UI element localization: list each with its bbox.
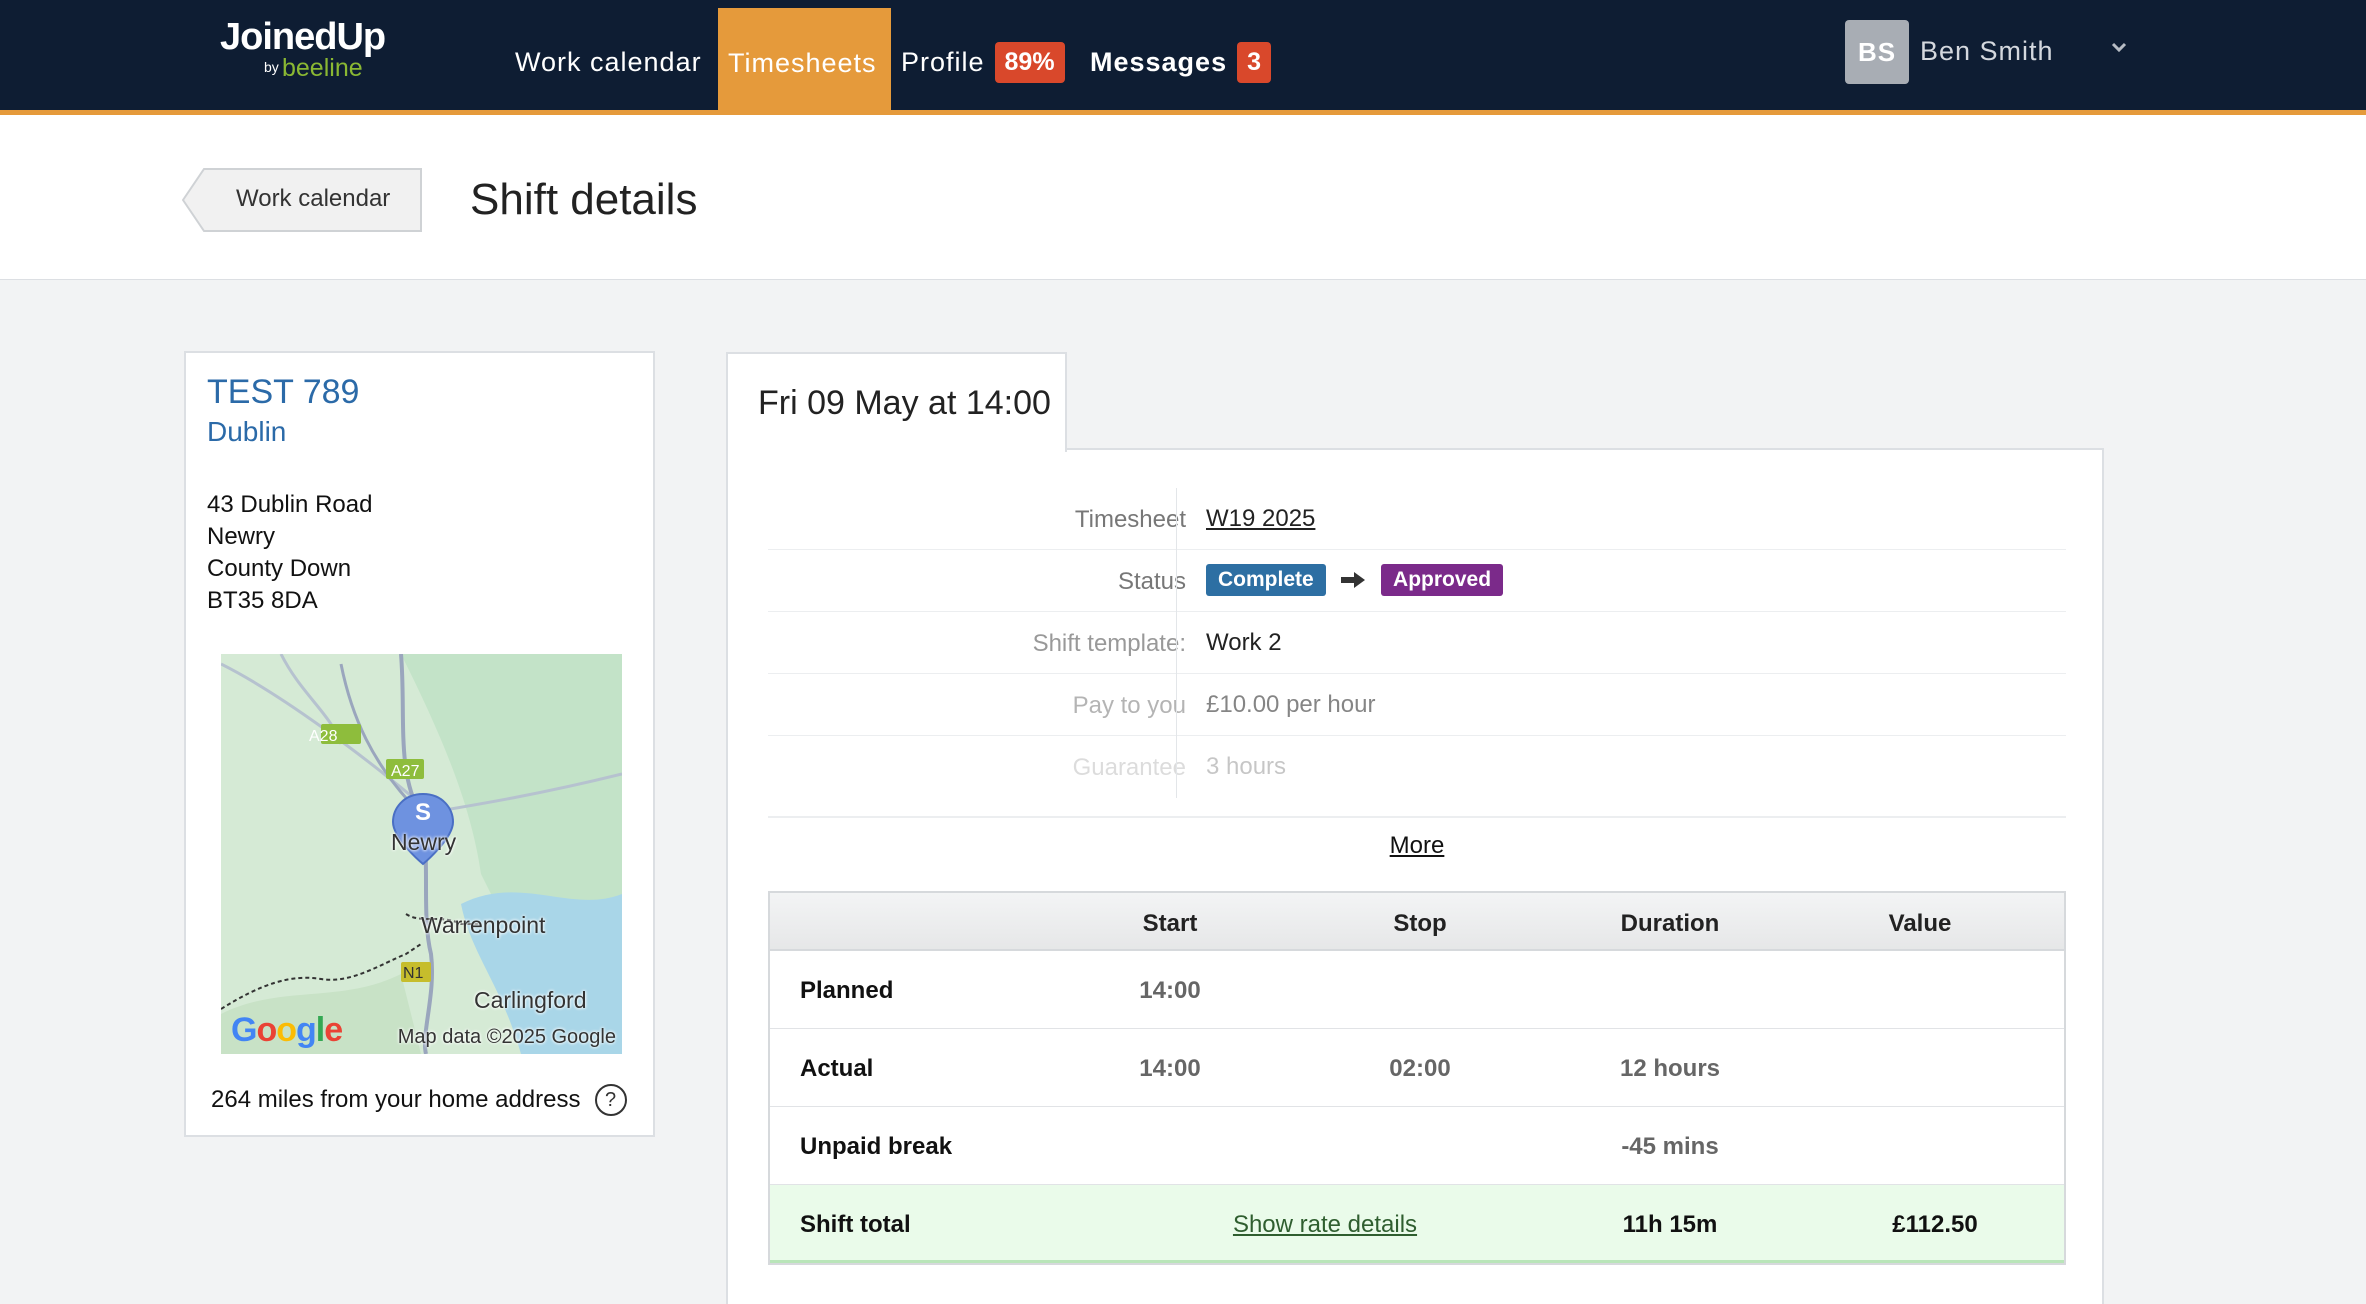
location-map[interactable]: A28 A27 N1 S Newry Warrenpoint Carlingfo… bbox=[221, 654, 622, 1054]
map-attribution: Map data ©2025 Google bbox=[397, 1026, 616, 1048]
shift-times-table: Start Stop Duration Value Planned 14:00 … bbox=[768, 891, 2066, 1265]
detail-divider bbox=[1176, 612, 1177, 674]
top-navbar: JoinedUp by beeline Work calendar Timesh… bbox=[0, 0, 2366, 115]
map-label-carlingford: Carlingford bbox=[474, 987, 587, 1013]
total-value: £112.50 bbox=[1892, 1211, 1978, 1238]
nav-messages-label: Messages bbox=[1090, 46, 1228, 77]
page-title: Shift details bbox=[470, 175, 698, 224]
row-label: Planned bbox=[800, 977, 894, 1004]
home-distance: 264 miles from your home address ? bbox=[211, 1084, 627, 1116]
back-to-work-calendar-button[interactable]: Work calendar bbox=[182, 168, 422, 232]
detail-value: Work 2 bbox=[1206, 629, 1282, 656]
cell-duration: 12 hours bbox=[1619, 1055, 1721, 1082]
nav-work-calendar[interactable]: Work calendar bbox=[505, 0, 712, 110]
joinedup-logo[interactable]: JoinedUp by beeline bbox=[220, 16, 400, 86]
column-header-start: Start bbox=[1142, 910, 1198, 937]
logo-text: JoinedUp bbox=[220, 16, 386, 58]
map-marker-letter: S bbox=[415, 799, 432, 826]
location-title: TEST 789 bbox=[207, 373, 360, 411]
row-label: Shift total bbox=[800, 1211, 911, 1238]
arrow-right-icon bbox=[1341, 571, 1366, 588]
more-details-link[interactable]: More bbox=[768, 816, 2066, 871]
shift-detail-list: Timesheet W19 2025 Status Complete Appro… bbox=[768, 488, 2066, 798]
user-name[interactable]: Ben Smith bbox=[1920, 36, 2054, 66]
detail-value: 3 hours bbox=[1206, 753, 1287, 780]
map-label-newry: Newry bbox=[391, 829, 457, 855]
table-row-actual: Actual 14:00 02:00 12 hours bbox=[770, 1029, 2064, 1107]
row-label: Unpaid break bbox=[800, 1133, 953, 1160]
page-header: Work calendar Shift details bbox=[0, 115, 2366, 280]
google-logo: Google bbox=[231, 1011, 343, 1049]
logo-sub-text: beeline bbox=[282, 54, 363, 82]
shift-date-label: Fri 09 May at 14:00 bbox=[758, 384, 1051, 422]
column-header-stop: Stop bbox=[1393, 910, 1447, 937]
detail-row-status: Status Complete Approved bbox=[768, 550, 2066, 612]
address-line: 43 Dublin Road bbox=[207, 491, 373, 518]
location-city: Dublin bbox=[207, 416, 287, 447]
map-label-warrenpoint: Warrenpoint bbox=[421, 912, 546, 938]
detail-value: £10.00 per hour bbox=[1206, 691, 1376, 718]
road-label: A28 bbox=[309, 728, 338, 745]
nav-work-calendar-label: Work calendar bbox=[515, 46, 702, 77]
table-row-shift-total: Shift total Show rate details 11h 15m £1… bbox=[770, 1185, 2064, 1263]
nav-messages[interactable]: Messages 3 bbox=[1080, 0, 1281, 110]
nav-timesheets[interactable]: Timesheets bbox=[718, 8, 891, 113]
status-complete-badge: Complete bbox=[1206, 564, 1326, 596]
table-row-planned: Planned 14:00 bbox=[770, 951, 2064, 1029]
address-line: Newry bbox=[207, 523, 276, 550]
user-avatar[interactable]: BS bbox=[1845, 20, 1909, 84]
home-distance-text: 264 miles from your home address bbox=[211, 1086, 581, 1113]
table-row-unpaid-break: Unpaid break -45 mins bbox=[770, 1107, 2064, 1185]
show-rate-details-link[interactable]: Show rate details bbox=[1232, 1211, 1418, 1238]
detail-label: Shift template: bbox=[1032, 630, 1186, 657]
location-address: 43 Dublin Road Newry County Down BT35 8D… bbox=[207, 489, 372, 617]
back-button-label: Work calendar bbox=[236, 185, 391, 212]
location-card: TEST 789 Dublin 43 Dublin Road Newry Cou… bbox=[184, 351, 655, 1137]
question-circle-icon[interactable]: ? bbox=[594, 1084, 627, 1116]
address-line: BT35 8DA bbox=[207, 587, 318, 614]
timesheet-link[interactable]: W19 2025 bbox=[1206, 505, 1316, 532]
detail-label: Guarantee bbox=[1072, 754, 1186, 781]
column-header-value: Value bbox=[1888, 910, 1952, 937]
profile-completion-badge: 89% bbox=[994, 41, 1065, 83]
shift-details-panel: Timesheet W19 2025 Status Complete Appro… bbox=[726, 448, 2104, 1304]
chevron-down-icon[interactable] bbox=[2108, 36, 2130, 58]
total-duration: 11h 15m bbox=[1622, 1211, 1718, 1238]
detail-label: Timesheet bbox=[1074, 506, 1186, 533]
map-graphic bbox=[221, 654, 622, 1054]
nav-profile-label: Profile bbox=[901, 46, 985, 77]
detail-divider bbox=[1176, 736, 1177, 798]
road-label: N1 bbox=[403, 965, 424, 982]
back-arrow-shape bbox=[182, 168, 422, 232]
detail-divider bbox=[1176, 550, 1177, 612]
cell-duration: -45 mins bbox=[1621, 1133, 1719, 1160]
detail-label: Pay to you bbox=[1072, 692, 1186, 719]
shift-date-tab[interactable]: Fri 09 May at 14:00 bbox=[726, 352, 1067, 452]
detail-label: Status bbox=[1117, 568, 1186, 595]
status-approved-badge: Approved bbox=[1381, 564, 1504, 596]
table-header: Start Stop Duration Value bbox=[770, 893, 2064, 951]
cell-stop: 02:00 bbox=[1389, 1055, 1451, 1082]
detail-divider bbox=[1176, 674, 1177, 736]
status-transition: Complete Approved bbox=[1206, 564, 1504, 596]
road-label: A27 bbox=[391, 763, 420, 780]
nav-profile[interactable]: Profile 89% bbox=[891, 0, 1075, 110]
nav-timesheets-label: Timesheets bbox=[728, 48, 877, 78]
logo-by-text: by bbox=[264, 59, 279, 75]
detail-row-timesheet: Timesheet W19 2025 bbox=[768, 488, 2066, 550]
row-label: Actual bbox=[800, 1055, 874, 1082]
column-header-duration: Duration bbox=[1620, 910, 1720, 937]
detail-divider bbox=[1176, 488, 1177, 550]
detail-row-shift-template: Shift template: Work 2 bbox=[768, 612, 2066, 674]
cell-start: 14:00 bbox=[1139, 977, 1201, 1004]
cell-start: 14:00 bbox=[1139, 1055, 1201, 1082]
detail-row-pay: Pay to you £10.00 per hour bbox=[768, 674, 2066, 736]
address-line: County Down bbox=[207, 555, 352, 582]
messages-count-badge: 3 bbox=[1237, 41, 1271, 83]
detail-row-guarantee: Guarantee 3 hours bbox=[768, 736, 2066, 798]
